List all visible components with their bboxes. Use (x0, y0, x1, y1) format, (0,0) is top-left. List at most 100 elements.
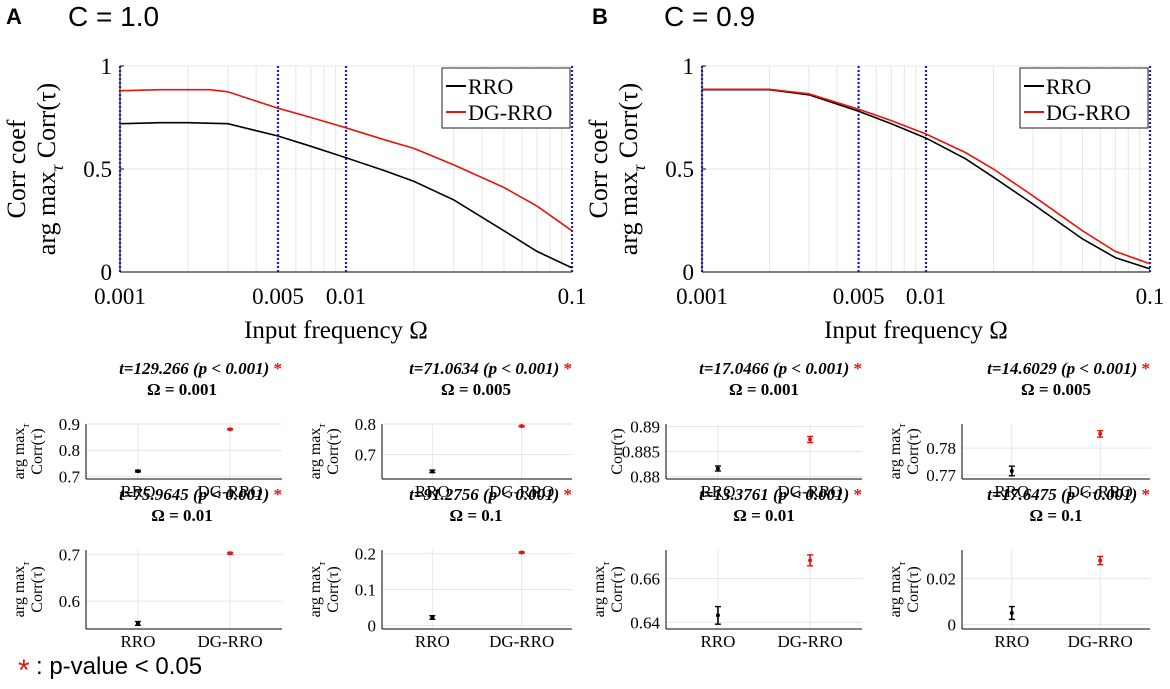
y-tick-label: 0.885 (622, 443, 660, 462)
x-tick-label: DG-RRO (1068, 632, 1133, 651)
subplot-t-stat: t=17.0466 (p < 0.001) * (699, 359, 862, 378)
mean-point-rro (135, 469, 140, 474)
y-axis-label-line1: arg maxτ (591, 561, 612, 618)
footnote: * : p-value < 0.05 (18, 653, 202, 687)
y-axis-label-line2: Corr(τ) (609, 428, 626, 474)
y-tick-label: 0.7 (59, 546, 81, 565)
subplot-omega-title: Ω = 0.01 (733, 506, 795, 525)
legend-label-dg-rro: DG-RRO (468, 100, 552, 125)
y-axis-label-line1: arg maxτ (307, 561, 328, 618)
y-tick-label: 0.6 (59, 592, 80, 611)
y-axis-label-line2: Corr(τ) (325, 566, 342, 612)
series-line-rro (119, 121, 573, 269)
y-tick-label: 0.88 (630, 468, 660, 487)
x-tick-label: 0.005 (833, 284, 885, 309)
x-tick-label: RRO (120, 632, 155, 651)
y-tick-label: 0.77 (926, 466, 956, 485)
mean-point-rro (1009, 468, 1014, 473)
y-tick-label: 0.2 (355, 545, 376, 564)
mean-point-dg-rro (1098, 558, 1103, 563)
subplot-t-stat: t=91.2756 (p < 0.001) * (409, 485, 572, 504)
subplot-t-stat: t=14.6029 (p < 0.001) * (987, 359, 1150, 378)
y-tick-label: 0.1 (355, 581, 376, 600)
mean-point-dg-rro (808, 437, 813, 442)
mean-point-rro (430, 469, 435, 474)
y-tick-label: 0.8 (355, 415, 376, 434)
y-tick-label: 0.78 (926, 439, 956, 458)
x-tick-label: RRO (700, 482, 735, 501)
x-tick-label: DG-RRO (777, 482, 842, 501)
legend-label-rro: RRO (468, 74, 513, 99)
subplot-t-stat: t=17.6475 (p < 0.001) * (987, 485, 1150, 504)
y-tick-label: 0.5 (665, 157, 694, 182)
mean-point-rro (715, 613, 720, 618)
subplot-t-stat: t=75.9645 (p < 0.001) * (119, 485, 282, 504)
y-axis-label-line1: arg maxτ (11, 561, 32, 618)
y-tick-label: 0.5 (83, 157, 112, 182)
legend-label-dg-rro: DG-RRO (1046, 100, 1130, 125)
x-tick-label: RRO (700, 632, 735, 651)
y-axis-label-line2: Corr(τ) (905, 428, 922, 474)
y-tick-label: 0 (683, 260, 695, 285)
subplot-errorbar-2: 0.7 0.8 RRO DG-RRO t=71.0634 (p < 0.001) * Ω … (307, 359, 572, 501)
y-axis-label-line2: Corr(τ) (29, 566, 46, 612)
legend-label-rro: RRO (1046, 74, 1091, 99)
mean-point-dg-rro (228, 427, 233, 432)
mean-point-rro (135, 621, 140, 626)
subplot-omega-title: Ω = 0.01 (151, 506, 213, 525)
subplot-errorbar-1: 0.7 0.8 0.9 RRO DG-RRO t=129.266 (p < 0.001) … (11, 359, 282, 501)
y-tick-label: 0 (948, 615, 957, 634)
x-tick-label: RRO (415, 482, 450, 501)
series-line-dg-rro (119, 88, 573, 232)
x-tick-label: DG-RRO (197, 482, 262, 501)
y-axis-label-line2: Corr(τ) (905, 566, 922, 612)
y-axis-label-line2: arg maxτ Corr(τ) (614, 83, 649, 255)
y-tick-label: 0.8 (59, 441, 80, 460)
x-tick-label: 0.01 (326, 284, 366, 309)
x-tick-label: 0.01 (906, 284, 946, 309)
mean-point-rro (1009, 610, 1014, 615)
panel-letter: B (592, 4, 608, 29)
y-axis-label-line2: arg maxτ Corr(τ) (32, 83, 67, 255)
x-tick-label: DG-RRO (1068, 482, 1133, 501)
y-tick-label: 0 (368, 616, 377, 635)
y-axis-label-line2: Corr(τ) (325, 428, 342, 474)
x-tick-label: DG-RRO (777, 632, 842, 651)
panel-condition: C = 0.9 (664, 1, 755, 32)
y-axis-label-line1: arg maxτ (11, 423, 32, 480)
mean-point-dg-rro (519, 550, 524, 555)
x-axis-label: Input frequency Ω (824, 317, 1008, 344)
y-axis-label-line2: Corr(τ) (29, 428, 46, 474)
panel-a: A C = 1.0 0 0.5 1 0.001 0.005 0.01 0.1 Input freq… (2, 1, 586, 651)
mean-point-rro (715, 466, 720, 471)
y-axis-label-line1: Corr coef (2, 119, 31, 218)
y-tick-label: 0.7 (355, 446, 377, 465)
x-tick-label: 0.1 (1136, 284, 1165, 309)
mean-point-rro (430, 615, 435, 620)
x-tick-label: 0.001 (94, 284, 146, 309)
series-line-dg-rro (702, 88, 1151, 265)
y-tick-label: 0 (101, 260, 113, 285)
y-axis-label-line1: Corr coef (584, 119, 613, 218)
x-tick-label: DG-RRO (197, 632, 262, 651)
subplot-omega-title: Ω = 0.005 (1021, 380, 1091, 399)
legend-box (441, 67, 571, 129)
subplot-errorbar-1: 0.88 0.885 0.89 RRO DG-RRO t=17.0466 (p < 0.0… (609, 359, 862, 501)
subplot-omega-title: Ω = 0.001 (729, 380, 799, 399)
x-tick-label: RRO (120, 482, 155, 501)
y-tick-label: 1 (683, 54, 695, 79)
footnote-star: * (18, 654, 30, 687)
subplot-omega-title: Ω = 0.1 (449, 506, 502, 525)
y-tick-label: 0.02 (926, 570, 956, 589)
y-tick-label: 0.89 (630, 418, 660, 437)
subplot-t-stat: t=129.266 (p < 0.001) * (119, 359, 282, 378)
subplot-omega-title: Ω = 0.005 (441, 380, 511, 399)
x-tick-label: 0.1 (558, 284, 587, 309)
subplot-errorbar-2: 0.77 0.78 RRO DG-RRO t=14.6029 (p < 0.001) *… (887, 359, 1150, 501)
y-tick-label: 1 (101, 54, 113, 79)
y-axis-label-line1: arg maxτ (887, 561, 908, 618)
